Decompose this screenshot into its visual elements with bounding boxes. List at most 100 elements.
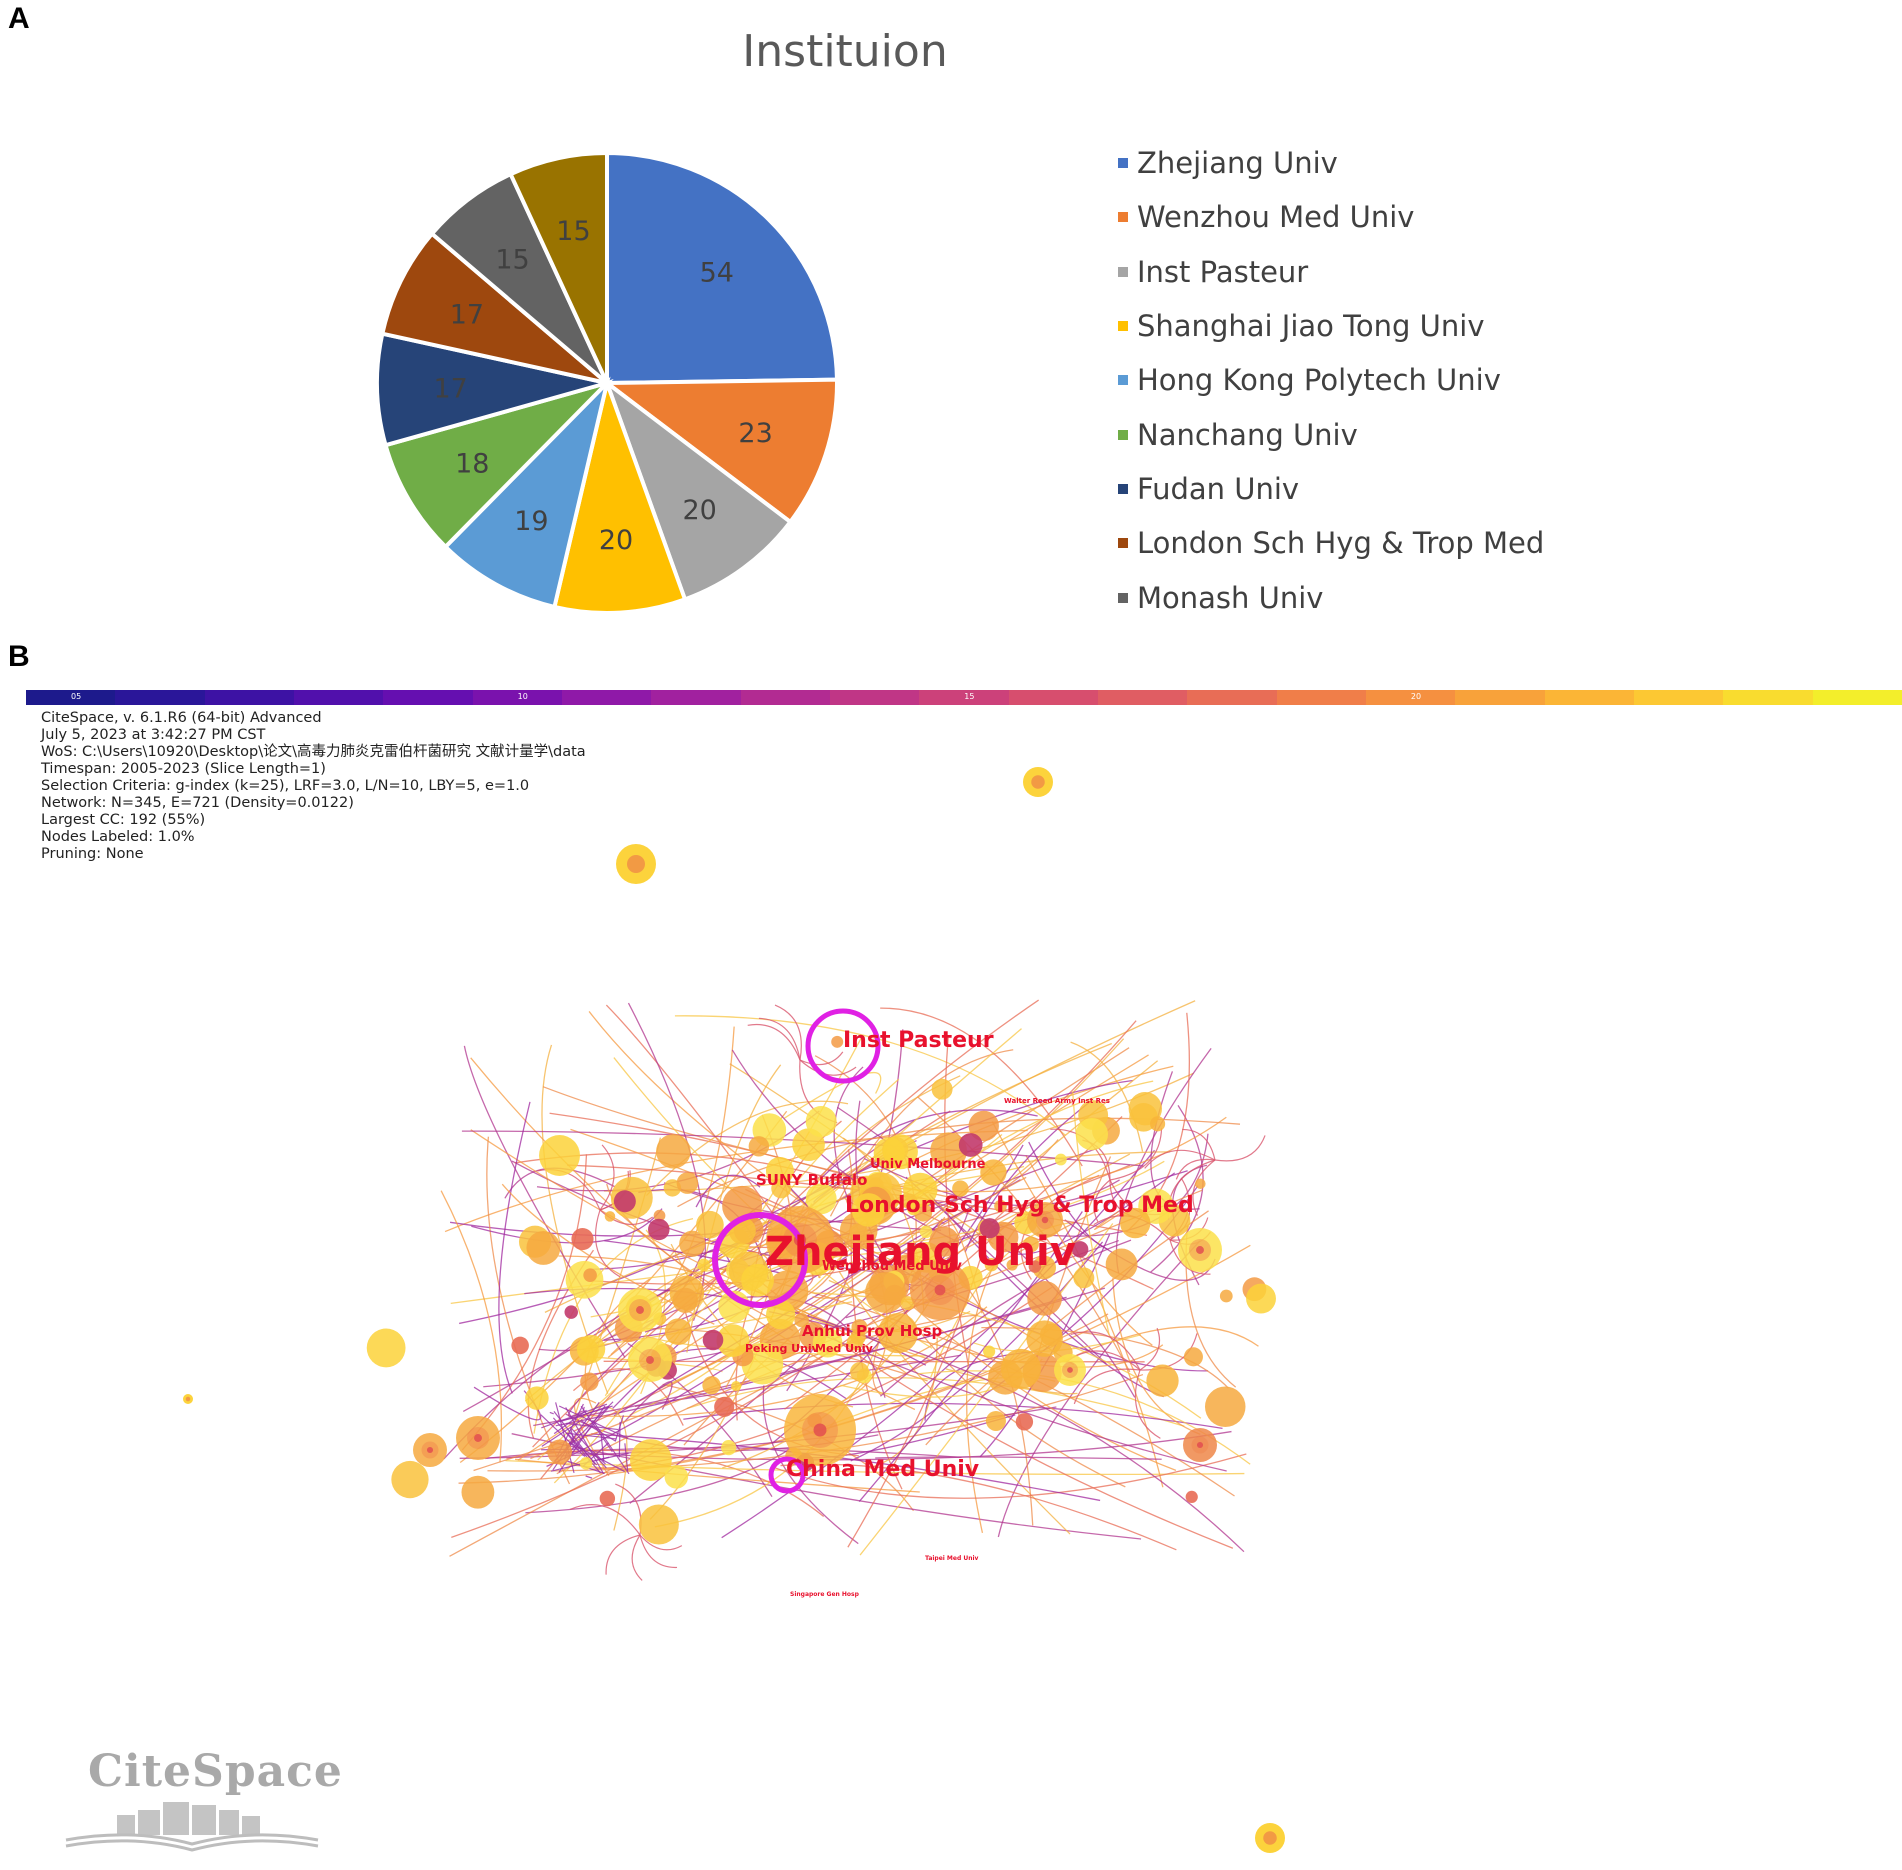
pie-slice-value: 15 <box>556 216 590 247</box>
timeline-segment <box>829 690 920 705</box>
timeline-segment <box>1008 690 1098 705</box>
network-edges <box>440 999 1266 1581</box>
pie-slice <box>605 150 840 386</box>
legend-item: Zhejiang Univ <box>1118 136 1544 190</box>
legend-label: Wenzhou Med Univ <box>1137 200 1415 235</box>
pie-slice <box>552 375 688 615</box>
legend-label: Fudan Univ <box>1137 471 1300 506</box>
timeline-segment <box>1544 690 1634 705</box>
timeline-segment: 10 <box>472 690 562 705</box>
legend-item: Wenzhou Med Univ <box>1118 190 1544 244</box>
timeline-segment <box>1276 690 1366 705</box>
legend-swatch <box>1118 483 1128 494</box>
info-line: CiteSpace, v. 6.1.R6 (64-bit) Advanced <box>41 710 322 726</box>
legend-swatch <box>1118 158 1128 169</box>
panel-label-b: B <box>8 640 30 673</box>
info-line: Timespan: 2005-2023 (Slice Length=1) <box>41 761 326 777</box>
node-label: Zhejiang Univ <box>765 1229 1076 1275</box>
timeline-segment <box>1187 690 1277 705</box>
node-label: SUNY Buffalo <box>756 1171 867 1189</box>
node-label: Peking Univ <box>745 1342 820 1355</box>
legend-swatch <box>1118 375 1128 386</box>
network-info-block: CiteSpace, v. 6.1.R6 (64-bit) Advanced Ju… <box>41 710 586 863</box>
timeline-segment <box>293 690 384 705</box>
legend-item: Shanghai Jiao Tong Univ <box>1118 299 1544 353</box>
legend-label: Nanchang Univ <box>1137 417 1358 452</box>
node-label: Taipei Med Univ <box>925 1555 979 1562</box>
pie-slice-value: 19 <box>514 506 548 537</box>
pie-slice <box>507 150 609 384</box>
chart-legend: Zhejiang Univ Wenzhou Med Univ Inst Pasteu… <box>1118 136 1544 625</box>
timeline-tick: 15 <box>964 692 975 701</box>
timeline-color-bar: 05 10 15 20 <box>26 690 1902 705</box>
timeline-segment <box>1455 690 1545 705</box>
node-label: Inst Pasteur <box>843 1028 994 1053</box>
info-line: Pruning: None <box>41 846 144 862</box>
timeline-tick: 10 <box>517 692 528 701</box>
node-label: Singapore Gen Hosp <box>790 1591 860 1598</box>
timeline-segment <box>1097 690 1188 705</box>
legend-label: Shanghai Jiao Tong Univ <box>1137 309 1485 344</box>
logo-text: CiteSpace <box>88 1746 343 1797</box>
node-label: Anhui Prov Hosp <box>802 1322 942 1340</box>
timeline-segment: 05 <box>26 690 116 705</box>
collaboration-network: Zhejiang Univ London Sch Hyg & Trop Med In… <box>183 767 1285 1853</box>
info-line: Nodes Labeled: 1.0% <box>41 829 195 845</box>
timeline-segment <box>651 690 741 705</box>
info-line: July 5, 2023 at 3:42:27 PM CST <box>41 727 266 743</box>
timeline-segment: 15 <box>919 690 1009 705</box>
legend-item: Monash Univ <box>1118 570 1544 624</box>
legend-swatch <box>1118 538 1128 549</box>
node-label: Med Univ <box>815 1342 874 1355</box>
pie-slice <box>375 331 608 448</box>
legend-swatch <box>1118 592 1128 603</box>
timeline-segment <box>115 690 205 705</box>
pie-slice-value: 54 <box>700 258 734 289</box>
pie-slice-value: 23 <box>738 418 772 449</box>
node-label: London Sch Hyg & Trop Med <box>845 1193 1194 1218</box>
timeline-tick: 20 <box>1410 692 1422 701</box>
pie-slice-value: 20 <box>682 495 716 526</box>
info-line: WoS: C:\Users\10920\Desktop\论文\高毒力肺炎克雷伯杆… <box>41 744 586 760</box>
pie-chart: 54 23 20 20 19 18 17 17 15 15 <box>375 150 840 615</box>
timeline-segment <box>1633 690 1724 705</box>
legend-swatch <box>1118 321 1128 332</box>
legend-label: Monash Univ <box>1137 580 1324 615</box>
network-labels: Zhejiang Univ London Sch Hyg & Trop Med In… <box>745 1028 1194 1598</box>
pie-slice <box>442 376 611 610</box>
node-label: Walter Reed Army Inst Res <box>1004 1097 1110 1105</box>
timeline-segment <box>1812 690 1902 705</box>
citespace-logo: CiteSpace <box>62 1740 342 1870</box>
pie-slice-value: 15 <box>495 244 529 275</box>
legend-label: London Sch Hyg & Trop Med <box>1137 526 1545 561</box>
info-line: Largest CC: 192 (55%) <box>41 812 206 828</box>
node-label: Wenzhou Med Univ <box>822 1259 962 1274</box>
pie-slice-value: 20 <box>599 525 633 556</box>
pie-slice <box>379 230 609 385</box>
info-line: Selection Criteria: g-index (k=25), LRF=… <box>41 778 530 794</box>
legend-label: Inst Pasteur <box>1137 254 1309 289</box>
node-label: Univ Melbourne <box>870 1157 986 1172</box>
legend-swatch <box>1118 429 1128 440</box>
chart-title: Instituion <box>742 26 948 77</box>
legend-swatch <box>1118 212 1128 223</box>
legend-item: Fudan Univ <box>1118 462 1544 516</box>
pie-slice <box>383 379 614 550</box>
pie-slice-value: 17 <box>433 374 467 405</box>
legend-item: Inst Pasteur <box>1118 245 1544 299</box>
timeline-segment <box>204 690 294 705</box>
legend-swatch <box>1118 266 1128 277</box>
timeline-segment <box>740 690 830 705</box>
pie-slice <box>602 377 794 602</box>
node-label: China Med Univ <box>786 1457 980 1482</box>
info-line: Network: N=345, E=721 (Density=0.0122) <box>41 795 354 811</box>
timeline-segment <box>1723 690 1813 705</box>
legend-label: Hong Kong Polytech Univ <box>1137 363 1501 398</box>
timeline-segment: 20 <box>1365 690 1456 705</box>
timeline-segment <box>561 690 652 705</box>
timeline-segment <box>383 690 473 705</box>
legend-item: Nanchang Univ <box>1118 407 1544 461</box>
pie-slice-value: 18 <box>455 448 489 479</box>
network-nodes <box>183 767 1285 1853</box>
panel-label-a: A <box>8 2 30 35</box>
